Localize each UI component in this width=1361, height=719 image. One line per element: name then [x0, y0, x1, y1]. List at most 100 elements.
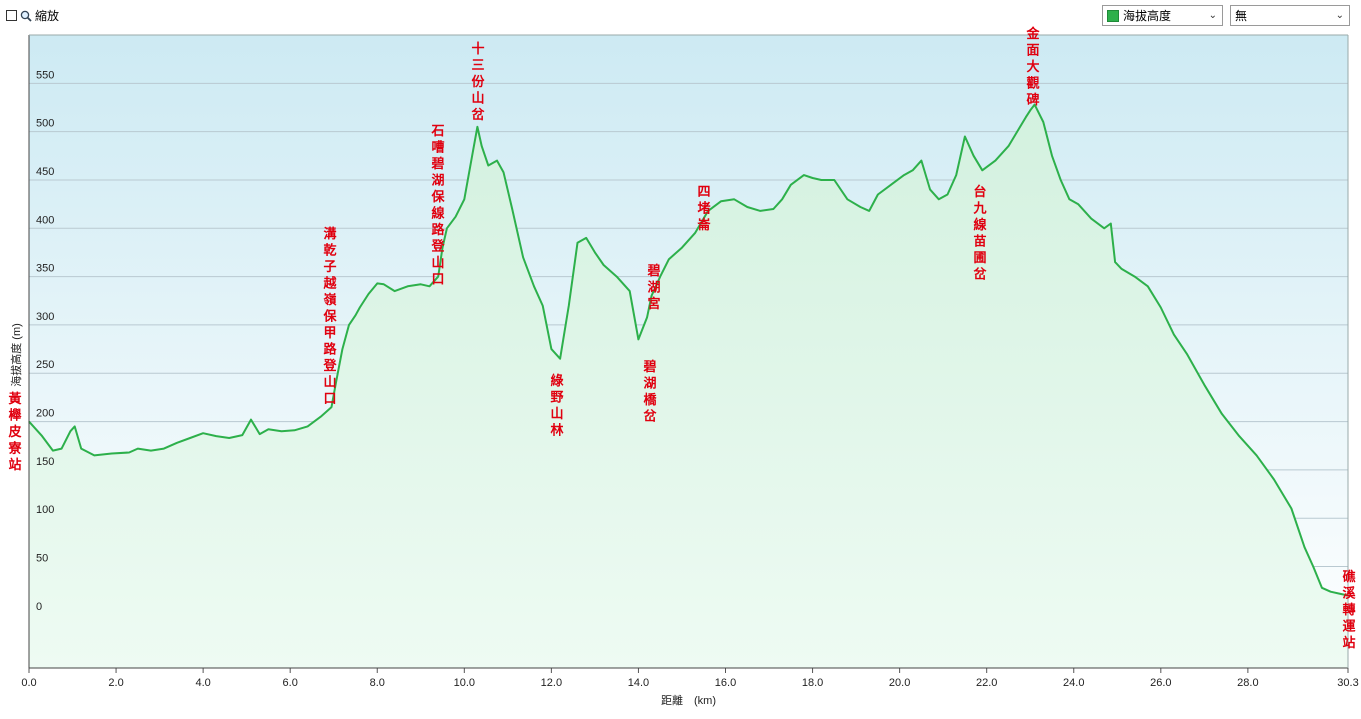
elevation-point	[320, 416, 322, 418]
elevation-point	[616, 276, 618, 278]
annotation-label: 十三份山岔	[471, 41, 485, 123]
x-tick-label: 18.0	[802, 677, 823, 689]
x-tick-label: 14.0	[628, 677, 649, 689]
elevation-point	[61, 448, 63, 450]
series-swatch	[1107, 9, 1119, 22]
elevation-point	[681, 247, 683, 249]
elevation-point	[576, 242, 579, 244]
elevation-point	[877, 193, 879, 196]
y-tick-label: 250	[36, 359, 54, 371]
elevation-point	[69, 430, 71, 432]
x-tick-label: 8.0	[370, 677, 385, 689]
metric-select[interactable]: 海拔高度 ⌄	[1102, 5, 1223, 26]
chevron-down-icon: ⌄	[1208, 10, 1217, 21]
elevation-point	[1034, 104, 1036, 106]
elevation-point	[394, 290, 396, 292]
elevation-point	[938, 198, 940, 200]
magnifier-icon	[20, 10, 32, 22]
elevation-point	[846, 198, 849, 200]
elevation-point	[487, 164, 489, 167]
annotation-label: 金面大觀碑	[1025, 26, 1040, 108]
annotation-label: 台九線苗圃岔	[972, 184, 987, 283]
elevation-point	[833, 179, 835, 181]
elevation-point	[41, 435, 43, 437]
y-tick-label: 200	[36, 408, 54, 420]
elevation-point	[1256, 454, 1258, 456]
x-tick-label: 30.3	[1337, 677, 1358, 689]
elevation-point	[1051, 155, 1053, 157]
elevation-point	[1090, 218, 1092, 220]
x-tick-label: 0.0	[21, 677, 36, 689]
y-axis-title: 海拔高度 (m)	[9, 323, 23, 387]
elevation-point	[1290, 507, 1292, 510]
elevation-point	[1321, 587, 1323, 589]
elevation-point	[929, 189, 931, 191]
elevation-point	[137, 448, 139, 450]
y-tick-label: 550	[36, 69, 54, 81]
elevation-point	[522, 256, 524, 258]
elevation-point	[568, 305, 570, 307]
elevation-point	[890, 184, 892, 186]
annotation-label: 四堵崙	[696, 185, 711, 233]
elevation-point	[1186, 353, 1188, 355]
elevation-point	[472, 150, 474, 152]
elevation-area	[29, 104, 1348, 669]
compare-select[interactable]: 無 ⌄	[1230, 5, 1350, 26]
elevation-point	[476, 126, 478, 128]
elevation-point	[163, 448, 165, 450]
elevation-point	[215, 435, 217, 437]
metric-select-value: 海拔高度	[1123, 9, 1172, 23]
annotation-label: 綠野山林	[550, 373, 564, 439]
elevation-point	[790, 184, 792, 186]
elevation-point	[502, 171, 505, 173]
elevation-point	[383, 283, 385, 285]
elevation-point	[803, 174, 805, 176]
y-tick-label: 150	[36, 456, 54, 468]
x-tick-label: 2.0	[108, 677, 123, 689]
elevation-point	[746, 206, 748, 208]
elevation-point	[1114, 261, 1116, 263]
x-tick-label: 26.0	[1150, 677, 1171, 689]
elevation-point	[903, 174, 905, 176]
x-tick-label: 16.0	[715, 677, 736, 689]
zoom-label: 縮放	[35, 9, 60, 23]
elevation-point	[359, 306, 361, 309]
x-tick-label: 4.0	[195, 677, 210, 689]
elevation-point	[1238, 435, 1240, 437]
elevation-point	[307, 425, 309, 427]
elevation-point	[668, 258, 670, 260]
elevation-point	[241, 434, 243, 436]
x-tick-label: 24.0	[1063, 677, 1084, 689]
elevation-point	[1016, 131, 1018, 133]
elevation-point	[759, 210, 761, 212]
elevation-point	[820, 179, 822, 181]
elevation-point	[868, 210, 870, 212]
elevation-point	[348, 324, 350, 326]
zoom-checkbox[interactable]	[6, 10, 17, 21]
x-tick-label: 6.0	[283, 677, 298, 689]
x-tick-label: 28.0	[1237, 677, 1258, 689]
elevation-point	[1068, 198, 1070, 200]
elevation-point	[946, 193, 949, 196]
elevation-point	[1160, 306, 1162, 309]
elevation-point	[646, 316, 648, 318]
elevation-point	[973, 155, 975, 157]
x-axis-title: 距離 (km)	[661, 693, 716, 707]
annotation-label: 石嘈碧湖保線路登山口	[430, 124, 445, 288]
zoom-toggle[interactable]: 縮放	[6, 7, 59, 24]
elevation-point	[455, 216, 457, 218]
x-tick-label: 12.0	[541, 677, 562, 689]
elevation-point	[1042, 121, 1044, 123]
elevation-point	[1173, 334, 1175, 336]
annotation-label: 礁溪轉運站	[1342, 569, 1356, 651]
elevation-point	[293, 429, 296, 431]
elevation-point	[594, 251, 596, 253]
elevation-point	[955, 174, 957, 176]
elevation-point	[280, 430, 283, 432]
elevation-point	[150, 450, 152, 452]
annotation-label: 碧湖橋岔	[642, 359, 657, 425]
elevation-point	[1060, 179, 1062, 181]
y-tick-label: 500	[36, 118, 54, 130]
elevation-point	[542, 305, 544, 307]
elevation-point	[267, 428, 269, 430]
